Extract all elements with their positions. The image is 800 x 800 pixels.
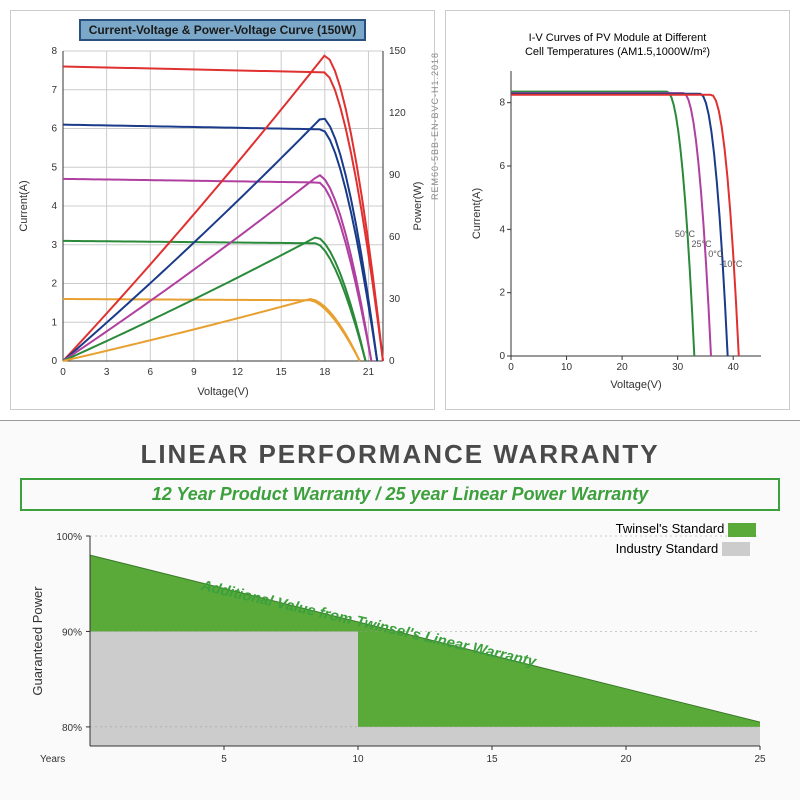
chart2-title-line2: Cell Temperatures (AM1.5,1000W/m²) — [466, 45, 769, 59]
svg-text:21: 21 — [362, 367, 374, 378]
svg-text:6: 6 — [51, 124, 57, 135]
temperature-iv-chart: I-V Curves of PV Module at Different Cel… — [445, 10, 790, 410]
svg-text:0: 0 — [508, 362, 514, 373]
legend-label-twinsel: Twinsel's Standard — [616, 521, 725, 536]
svg-text:8: 8 — [51, 46, 57, 57]
svg-text:80%: 80% — [62, 723, 82, 734]
chart1-svg: 0369121518210123456780306090120150Voltag… — [13, 41, 433, 401]
chart1-title: Current-Voltage & Power-Voltage Curve (1… — [79, 19, 367, 41]
chart2-svg: 0 10 20 30 40 0 2 4 6 8 Voltage(V) Current(A) 50°C25… — [466, 66, 771, 396]
svg-text:20: 20 — [617, 362, 629, 373]
svg-text:10: 10 — [352, 754, 364, 765]
svg-text:100%: 100% — [56, 532, 82, 543]
svg-text:Current(A): Current(A) — [471, 187, 483, 238]
svg-text:60: 60 — [389, 232, 401, 243]
svg-text:30: 30 — [672, 362, 684, 373]
legend-label-industry: Industry Standard — [616, 541, 719, 556]
svg-text:5: 5 — [51, 162, 57, 173]
svg-text:15: 15 — [486, 754, 498, 765]
warranty-subtitle: 12 Year Product Warranty / 25 year Linea… — [20, 478, 780, 511]
svg-text:9: 9 — [191, 367, 197, 378]
legend-item-twinsel: Twinsel's Standard — [616, 521, 760, 537]
svg-text:0°C: 0°C — [708, 249, 724, 259]
svg-text:30: 30 — [389, 294, 401, 305]
svg-text:-10°C: -10°C — [719, 259, 743, 269]
svg-text:Power(W): Power(W) — [412, 182, 424, 231]
svg-text:150: 150 — [389, 46, 406, 57]
svg-text:25: 25 — [754, 754, 766, 765]
legend-swatch-industry — [722, 542, 750, 556]
svg-text:0: 0 — [51, 356, 57, 367]
svg-text:8: 8 — [499, 97, 505, 108]
svg-text:120: 120 — [389, 108, 406, 119]
svg-text:15: 15 — [275, 367, 287, 378]
svg-text:5: 5 — [221, 754, 227, 765]
svg-text:2: 2 — [51, 279, 57, 290]
svg-text:25°C: 25°C — [692, 239, 713, 249]
svg-text:Voltage(V): Voltage(V) — [610, 379, 661, 391]
svg-text:18: 18 — [319, 367, 331, 378]
chart2-title-line1: I-V Curves of PV Module at Different — [466, 31, 769, 45]
svg-text:2: 2 — [499, 287, 505, 298]
svg-text:20: 20 — [620, 754, 632, 765]
svg-text:90: 90 — [389, 170, 401, 181]
svg-text:0: 0 — [499, 351, 505, 362]
svg-text:50°C: 50°C — [675, 229, 696, 239]
warranty-section: LINEAR PERFORMANCE WARRANTY 12 Year Prod… — [0, 420, 800, 800]
svg-text:4: 4 — [51, 201, 57, 212]
svg-text:1: 1 — [51, 317, 57, 328]
iv-pv-curve-chart: Current-Voltage & Power-Voltage Curve (1… — [10, 10, 435, 410]
svg-text:6: 6 — [499, 161, 505, 172]
svg-text:6: 6 — [147, 367, 153, 378]
svg-text:Guaranteed Power: Guaranteed Power — [30, 586, 45, 696]
svg-text:3: 3 — [51, 240, 57, 251]
svg-text:90%: 90% — [62, 627, 82, 638]
svg-text:Current(A): Current(A) — [18, 180, 30, 231]
svg-text:0: 0 — [60, 367, 66, 378]
svg-text:12: 12 — [231, 367, 243, 378]
svg-text:4: 4 — [499, 224, 505, 235]
svg-text:10: 10 — [561, 362, 573, 373]
svg-text:0: 0 — [389, 356, 395, 367]
svg-text:7: 7 — [51, 85, 57, 96]
svg-text:Years: Years — [40, 754, 65, 765]
svg-text:3: 3 — [103, 367, 109, 378]
warranty-legend: Twinsel's Standard Industry Standard — [616, 521, 760, 560]
warranty-svg: 80% 90% 100% 5 10 15 20 25 Years Guaranteed Power… — [20, 526, 780, 776]
legend-item-industry: Industry Standard — [616, 541, 760, 557]
document-code: REM60-5BB-EN-BVC-H1.2018 — [430, 52, 440, 200]
svg-text:40: 40 — [728, 362, 740, 373]
warranty-title: LINEAR PERFORMANCE WARRANTY — [20, 439, 780, 470]
legend-swatch-twinsel — [728, 523, 756, 537]
svg-text:Voltage(V): Voltage(V) — [197, 386, 248, 398]
